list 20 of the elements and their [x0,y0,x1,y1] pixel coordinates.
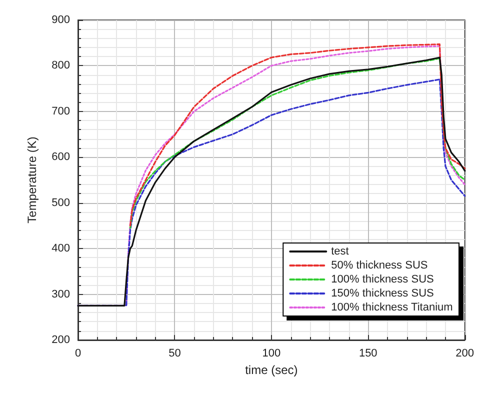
x-tick-label: 150 [358,348,378,360]
legend-label: test [331,246,349,258]
legend-label: 100% thickness Titanium [331,302,453,314]
x-tick-label: 200 [456,348,474,360]
y-tick-label: 200 [52,334,70,346]
y-axis-title: Temperature (K) [25,136,39,224]
y-tick-label: 800 [52,60,70,72]
y-tick-label: 400 [52,242,70,255]
y-tick-label: 900 [52,14,70,26]
y-tick-label: 600 [52,151,70,164]
x-tick-label: 0 [74,348,82,360]
legend-label: 100% thickness SUS [331,274,434,286]
y-tick-label: 700 [52,105,70,118]
x-tick-label: 100 [262,348,281,360]
x-tick-label: 50 [168,348,181,360]
y-tick-label: 300 [52,288,70,300]
legend-label: 150% thickness SUS [331,288,434,300]
x-axis-title: time (sec) [245,363,298,377]
legend-label: 50% thickness SUS [331,260,428,272]
y-tick-label: 500 [52,196,70,209]
